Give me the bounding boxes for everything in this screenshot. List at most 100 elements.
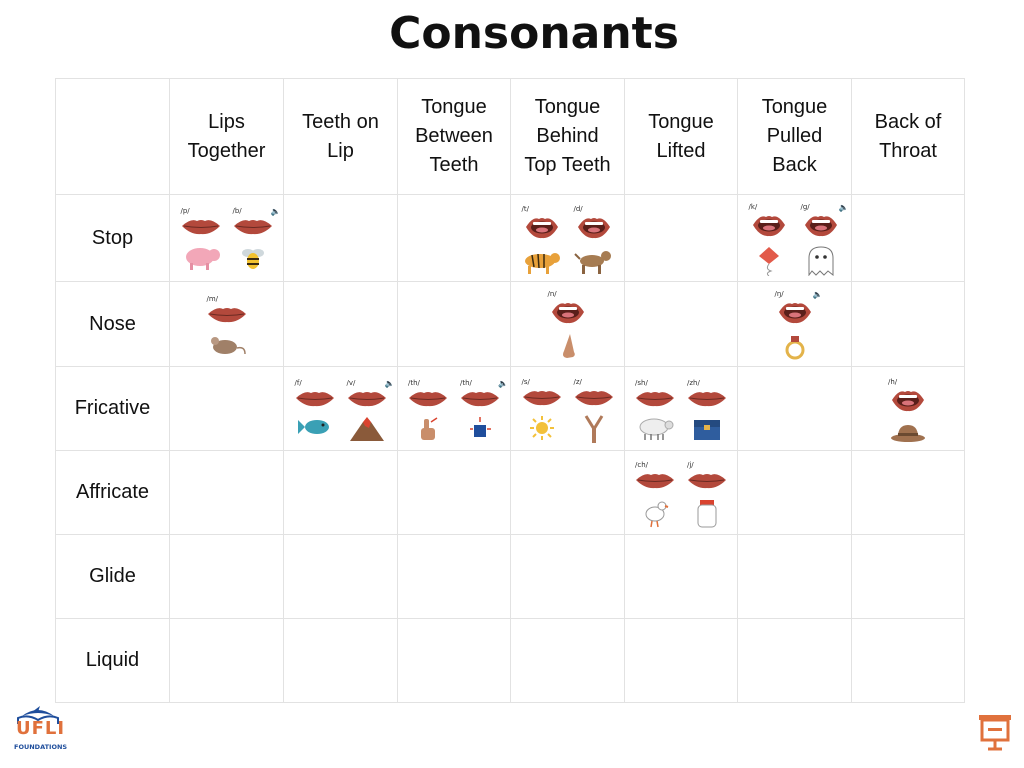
zipper-icon	[583, 414, 605, 448]
column-header: Tongue Behind Top Teeth	[510, 78, 625, 195]
speaker-icon[interactable]: 🔈	[812, 290, 823, 299]
presentation-icon[interactable]	[978, 714, 1012, 752]
phoneme-label: /t/	[521, 205, 529, 213]
sound-cell	[169, 366, 284, 451]
column-header-line: Pulled	[766, 125, 823, 147]
sound-cell	[851, 281, 965, 367]
logo-subtitle: FOUNDATIONS	[14, 743, 68, 751]
sound-card[interactable]: /j/	[685, 461, 729, 533]
sound-cell	[851, 194, 965, 282]
mouth-icon	[207, 305, 247, 328]
sound-cell: /sh/ /zh/	[624, 366, 738, 451]
sound-card[interactable]: /g/ 🔈	[799, 203, 849, 281]
sound-card[interactable]: /th/ 🔈	[458, 379, 508, 447]
phoneme-label: /d/	[573, 205, 583, 213]
phoneme-label: /v/	[346, 378, 356, 387]
page-title: Consonants	[389, 8, 679, 59]
column-header-line: Tongue	[534, 96, 601, 118]
sound-card[interactable]: /b/ 🔈	[231, 207, 281, 277]
column-header-line: Lifted	[656, 139, 706, 162]
jar-icon	[696, 498, 718, 533]
dog-icon	[573, 248, 614, 279]
phoneme-label: /th/	[408, 378, 420, 387]
sound-cell	[283, 534, 398, 619]
phoneme-label: /ch/	[635, 460, 649, 469]
mouth-icon	[181, 217, 221, 240]
sound-card[interactable]: /s/	[520, 377, 564, 446]
sound-cell: /m/	[169, 281, 284, 367]
sound-card[interactable]: /t/	[520, 205, 564, 279]
sound-cell	[851, 618, 965, 703]
column-header-line: Tongue	[648, 110, 714, 133]
row-header: Glide	[55, 534, 170, 619]
logo-wordmark: UFLI	[16, 718, 66, 739]
mouth-icon	[574, 388, 614, 411]
phoneme-label: /g/	[800, 203, 810, 211]
sound-card[interactable]: /ch/	[633, 460, 677, 533]
table-row: Fricative/f//v/🔈/th//th/🔈/s//z//sh//zh//…	[55, 366, 965, 451]
sound-card[interactable]: /f/	[293, 379, 337, 443]
phoneme-label: /s/	[521, 377, 530, 386]
column-header: Tongue Pulled Back	[737, 78, 852, 195]
sound-card[interactable]: /n/	[546, 290, 590, 366]
speaker-icon[interactable]: 🔈	[384, 378, 395, 388]
column-header-line: Behind	[536, 125, 599, 147]
sound-cell: /s/ /z/	[510, 366, 625, 451]
sound-cell	[283, 194, 398, 282]
sound-cell: /n/	[510, 281, 625, 367]
bee-icon	[239, 244, 267, 277]
sound-cell	[169, 534, 284, 619]
phoneme-label: /ŋ/	[774, 290, 784, 298]
sound-card[interactable]: /sh/	[633, 379, 677, 445]
sound-card[interactable]: /d/	[572, 205, 616, 279]
sound-card[interactable]: /zh/	[685, 379, 729, 447]
sound-card[interactable]: /h/	[886, 378, 930, 448]
sound-cell	[510, 534, 625, 619]
tiger-icon	[522, 248, 562, 279]
speaker-icon[interactable]: 🔈	[838, 203, 849, 212]
sound-card[interactable]: /p/	[179, 207, 223, 275]
mouth-icon	[408, 389, 448, 412]
sound-cell	[397, 450, 511, 535]
sound-cell	[397, 534, 511, 619]
sound-card[interactable]: /ŋ/ 🔈	[773, 290, 823, 366]
row-header: Liquid	[55, 618, 170, 703]
sound-cell	[624, 194, 738, 282]
sound-card[interactable]: /th/	[406, 378, 450, 447]
row-header: Stop	[55, 194, 170, 282]
speaker-icon[interactable]: 🔈	[498, 378, 508, 388]
nose-icon	[558, 333, 578, 366]
this-icon	[467, 416, 493, 447]
table-row: Affricate/ch/ /j/	[55, 450, 965, 535]
sound-card[interactable]: /k/	[747, 203, 791, 281]
phoneme-label: /b/	[232, 207, 242, 215]
chick-icon	[641, 498, 669, 533]
treasure-icon	[692, 416, 722, 447]
sheep-icon	[636, 416, 674, 445]
column-header: Tongue Lifted	[624, 78, 738, 195]
sound-cell	[624, 618, 738, 703]
sound-cell	[737, 450, 852, 535]
sound-cell	[624, 534, 738, 619]
column-header-line: Tongue	[761, 96, 828, 118]
sound-cell	[737, 366, 852, 451]
row-header: Affricate	[55, 450, 170, 535]
fish-icon	[297, 416, 333, 443]
column-header-line: Lip	[327, 139, 354, 162]
row-header: Nose	[55, 281, 170, 367]
mouth-icon	[687, 389, 727, 412]
sound-cell	[397, 618, 511, 703]
sound-card[interactable]: /v/ 🔈	[345, 378, 395, 447]
corner-cell	[55, 78, 170, 195]
sound-card[interactable]: /z/	[572, 378, 616, 448]
sound-cell	[851, 450, 965, 535]
phoneme-label: /p/	[180, 207, 190, 215]
column-header-line: Throat	[879, 139, 937, 162]
speaker-icon[interactable]: 🔈	[270, 207, 281, 216]
mouth-icon	[752, 213, 786, 242]
sun-icon	[529, 415, 555, 446]
sound-card[interactable]: /m/	[205, 295, 249, 361]
column-header-line: Teeth on	[302, 110, 379, 133]
kite-icon	[755, 246, 783, 281]
table-row: Nose/m/ /n/ /ŋ/ 🔈	[55, 281, 965, 367]
